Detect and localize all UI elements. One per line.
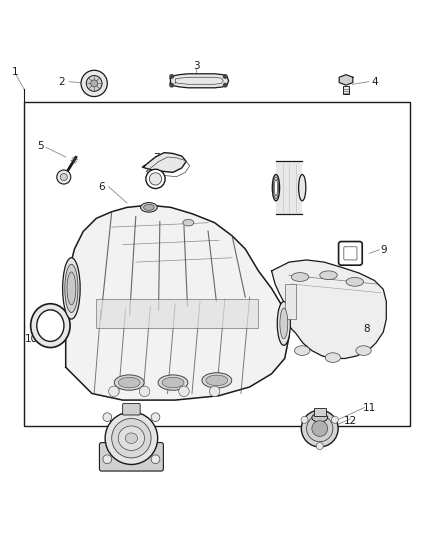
- Circle shape: [86, 76, 102, 91]
- Polygon shape: [339, 75, 353, 85]
- Ellipse shape: [144, 204, 154, 211]
- Ellipse shape: [125, 433, 138, 443]
- Circle shape: [60, 174, 67, 181]
- Text: 11: 11: [363, 402, 376, 413]
- Circle shape: [81, 70, 107, 96]
- Circle shape: [91, 80, 98, 87]
- Circle shape: [316, 442, 323, 449]
- Circle shape: [179, 386, 189, 397]
- Polygon shape: [66, 205, 289, 400]
- Ellipse shape: [273, 177, 279, 198]
- Ellipse shape: [299, 174, 306, 201]
- Circle shape: [146, 169, 165, 189]
- Ellipse shape: [291, 273, 309, 281]
- Circle shape: [170, 75, 173, 78]
- Circle shape: [170, 84, 173, 87]
- Ellipse shape: [280, 308, 288, 339]
- Ellipse shape: [272, 174, 279, 201]
- Ellipse shape: [67, 272, 76, 305]
- Circle shape: [57, 170, 71, 184]
- Circle shape: [209, 386, 220, 397]
- Bar: [96, 300, 258, 328]
- Circle shape: [151, 413, 160, 422]
- Text: 8: 8: [286, 161, 293, 172]
- Ellipse shape: [63, 258, 80, 319]
- Polygon shape: [170, 74, 229, 88]
- FancyBboxPatch shape: [99, 442, 163, 471]
- Text: 10: 10: [25, 334, 38, 344]
- Ellipse shape: [206, 375, 228, 386]
- Circle shape: [223, 75, 227, 78]
- Ellipse shape: [320, 271, 337, 280]
- Bar: [24, 102, 410, 426]
- Ellipse shape: [37, 310, 64, 342]
- FancyBboxPatch shape: [123, 403, 140, 415]
- Text: 4: 4: [371, 77, 378, 87]
- Text: 3: 3: [193, 61, 200, 71]
- Ellipse shape: [274, 180, 278, 196]
- Circle shape: [149, 173, 162, 185]
- FancyBboxPatch shape: [339, 241, 362, 265]
- Circle shape: [105, 412, 158, 464]
- Circle shape: [307, 415, 333, 442]
- Ellipse shape: [162, 377, 184, 388]
- Polygon shape: [272, 260, 386, 359]
- Circle shape: [312, 421, 328, 437]
- Ellipse shape: [312, 413, 328, 422]
- Circle shape: [332, 416, 339, 423]
- Circle shape: [103, 455, 112, 464]
- Circle shape: [112, 418, 151, 458]
- Text: 5: 5: [37, 141, 44, 151]
- Circle shape: [301, 416, 308, 423]
- Circle shape: [103, 413, 112, 422]
- Bar: [285, 284, 296, 319]
- Text: 1: 1: [12, 67, 19, 77]
- Bar: [343, 86, 349, 94]
- Ellipse shape: [141, 203, 157, 212]
- Text: 7: 7: [153, 153, 160, 163]
- Text: 8: 8: [364, 324, 371, 334]
- Circle shape: [223, 84, 227, 87]
- Bar: [276, 161, 302, 214]
- Ellipse shape: [202, 373, 232, 388]
- Ellipse shape: [31, 304, 70, 348]
- Text: 6: 6: [98, 182, 105, 192]
- FancyBboxPatch shape: [344, 247, 357, 260]
- Ellipse shape: [118, 377, 140, 388]
- Circle shape: [301, 410, 338, 447]
- FancyBboxPatch shape: [314, 408, 326, 416]
- Polygon shape: [142, 152, 186, 172]
- Ellipse shape: [65, 264, 78, 312]
- Ellipse shape: [294, 346, 310, 356]
- Ellipse shape: [114, 375, 144, 390]
- Ellipse shape: [183, 220, 194, 226]
- Ellipse shape: [356, 346, 371, 356]
- Text: 12: 12: [344, 416, 357, 426]
- Ellipse shape: [346, 278, 364, 286]
- Text: 13: 13: [106, 419, 120, 429]
- Ellipse shape: [118, 426, 145, 450]
- Ellipse shape: [325, 353, 341, 362]
- Ellipse shape: [158, 375, 188, 390]
- Circle shape: [151, 455, 160, 464]
- Ellipse shape: [277, 302, 290, 345]
- Text: 9: 9: [380, 245, 387, 255]
- Circle shape: [109, 386, 119, 397]
- Text: 2: 2: [58, 77, 65, 87]
- Circle shape: [139, 386, 150, 397]
